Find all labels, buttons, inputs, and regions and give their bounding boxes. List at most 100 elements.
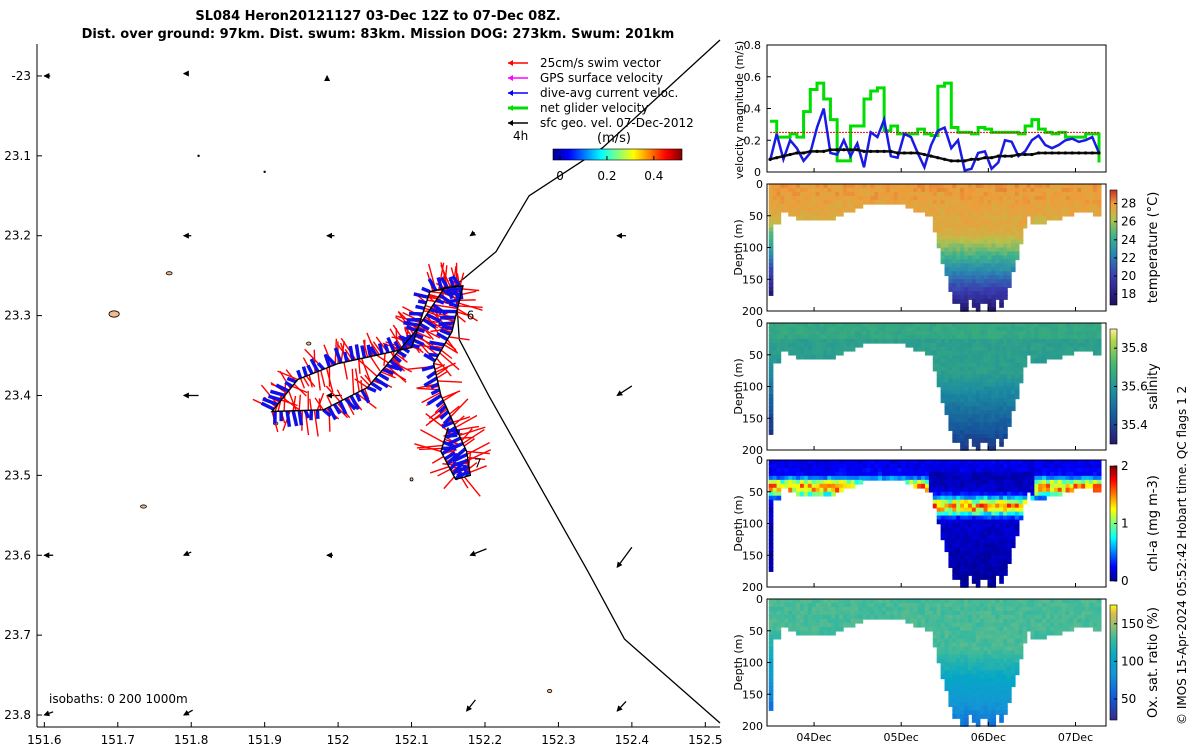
- section-cell: [952, 184, 957, 189]
- section-cell: [960, 267, 965, 273]
- section-cell: [827, 211, 832, 217]
- section-cell: [815, 460, 821, 465]
- speed-colorbar: [552, 148, 683, 161]
- section-cell: [975, 342, 981, 348]
- section-cell: [807, 323, 813, 328]
- section-cell: [979, 559, 985, 564]
- reef-islands: [108, 271, 553, 694]
- section-cell: [924, 610, 930, 616]
- colorbar-unit-label: (m/s): [597, 131, 631, 146]
- section-cell: [768, 515, 774, 521]
- section-cell: [788, 471, 793, 477]
- section-cell: [971, 199, 977, 205]
- section-cell: [885, 460, 891, 465]
- section-cell: [964, 350, 969, 356]
- section-cell: [1010, 467, 1016, 473]
- section-cell: [1069, 599, 1075, 604]
- section-cell: [991, 410, 997, 416]
- section-cell: [1018, 503, 1024, 509]
- section-cell: [811, 342, 817, 348]
- section-cell: [956, 378, 961, 384]
- section-cell: [792, 338, 797, 344]
- section-cell: [1014, 606, 1020, 612]
- section-cell: [999, 267, 1004, 273]
- section-cell: [932, 487, 938, 493]
- section-cell: [952, 390, 957, 396]
- section-cell: [1018, 646, 1024, 652]
- section-cell: [1061, 467, 1067, 473]
- section-cell: [975, 487, 981, 493]
- section-cell: [983, 362, 989, 368]
- section-cell: [862, 610, 868, 616]
- section-cell: [1049, 614, 1055, 620]
- section-cell: [940, 350, 946, 356]
- section-cell: [905, 610, 911, 616]
- section-cell: [964, 702, 969, 707]
- section-cell: [967, 227, 973, 233]
- section-cell: [1022, 207, 1028, 213]
- section-cell: [952, 471, 957, 477]
- section-cell: [1057, 203, 1063, 209]
- section-cell: [1003, 255, 1008, 261]
- section-cell: [940, 463, 946, 469]
- section-cell: [858, 342, 864, 348]
- section-cell: [1061, 326, 1067, 332]
- section-cell: [866, 326, 872, 332]
- swim-vector: [466, 442, 490, 456]
- section-cell: [940, 184, 946, 189]
- swim-vector: [298, 394, 302, 411]
- section-cell: [1022, 483, 1028, 489]
- section-cell: [952, 231, 957, 237]
- section-cell: [979, 243, 985, 249]
- section-cell: [991, 346, 997, 352]
- section-cell: [999, 406, 1004, 412]
- section-cell: [983, 551, 989, 557]
- section-cell: [967, 354, 973, 360]
- section-cell: [975, 338, 981, 344]
- section-cell: [964, 370, 969, 376]
- section-cell: [827, 326, 832, 332]
- section-cell: [940, 203, 946, 209]
- section-cell: [776, 491, 782, 497]
- section-cell: [1096, 323, 1102, 328]
- section-cell: [928, 338, 934, 344]
- section-cell: [1092, 467, 1098, 473]
- section-cell: [979, 710, 985, 715]
- section-cell: [811, 199, 817, 205]
- section-cell: [971, 378, 977, 384]
- section-cell: [1003, 535, 1008, 541]
- section-cell: [967, 543, 973, 549]
- section-cell: [788, 487, 793, 493]
- swim-vector: [453, 415, 465, 426]
- section-cell: [979, 394, 985, 400]
- section-cell: [1077, 191, 1082, 197]
- section-cell: [991, 362, 997, 368]
- section-cell: [1073, 195, 1079, 201]
- section-cell: [1022, 467, 1028, 473]
- geostrophic-velocity-point: [875, 149, 880, 153]
- section-cell: [768, 370, 774, 376]
- section-cell: [1003, 523, 1008, 529]
- section-cell: [991, 227, 997, 233]
- section-cell: [999, 714, 1004, 719]
- section-cell: [803, 215, 809, 221]
- section-cell: [768, 406, 774, 412]
- section-cell: [960, 255, 965, 261]
- section-cell: [944, 334, 950, 340]
- section-cell: [971, 402, 977, 408]
- section-cell: [975, 718, 981, 723]
- section-cell: [768, 626, 774, 632]
- section-cell: [803, 338, 809, 344]
- section-cell: [807, 215, 813, 221]
- section-cell: [964, 410, 969, 416]
- section-cell: [1022, 495, 1028, 501]
- section-cell: [960, 487, 965, 493]
- section-cell: [936, 507, 942, 513]
- section-cell: [987, 527, 993, 533]
- section-cell: [1038, 463, 1043, 469]
- section-cell: [987, 634, 993, 640]
- section-cell: [776, 460, 782, 465]
- section-cell: [1089, 475, 1094, 481]
- section-cell: [979, 499, 985, 505]
- section-cell: [807, 207, 813, 213]
